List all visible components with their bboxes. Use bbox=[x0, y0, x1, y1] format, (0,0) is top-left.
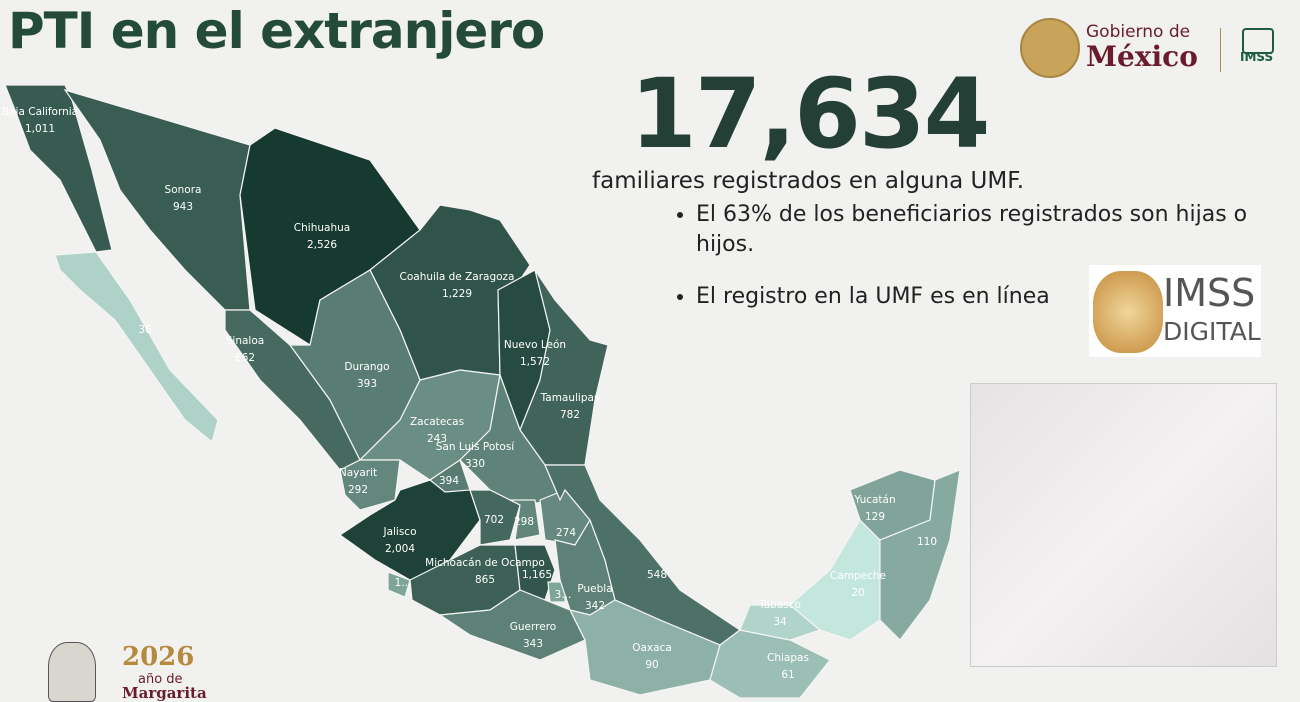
state-name: Sonora bbox=[165, 184, 202, 196]
map: Baja California 1,011 36 Sonora 943 Chihuahua… bbox=[2, 84, 961, 699]
state-name: Puebla bbox=[577, 583, 612, 595]
caption: familiares registrados en alguna UMF. bbox=[592, 168, 1025, 194]
state-name: Nuevo León bbox=[504, 339, 566, 351]
state-value: 3... bbox=[555, 589, 572, 601]
state-value: 20 bbox=[851, 587, 864, 599]
state-value: 342 bbox=[585, 600, 605, 612]
state-name: Oaxaca bbox=[632, 642, 672, 654]
logo-main: México bbox=[1086, 40, 1198, 73]
state-name: Yucatán bbox=[853, 494, 895, 506]
state bbox=[509, 499, 541, 541]
state bbox=[879, 469, 961, 641]
imss-icon bbox=[1242, 28, 1274, 54]
state-name: Tabasco bbox=[758, 599, 801, 611]
state-value: 1... bbox=[395, 577, 412, 589]
imss-logo: IMSS bbox=[1240, 50, 1274, 64]
total: 17,634 bbox=[630, 58, 990, 170]
state-value: 548 bbox=[647, 569, 667, 581]
footer-text: año de bbox=[138, 672, 183, 687]
state-name: San Luis Potosí bbox=[436, 441, 516, 453]
badge-line: DIGITAL bbox=[1163, 317, 1261, 346]
state-name: Coahuila de Zaragoza bbox=[400, 271, 515, 283]
state-name: Guerrero bbox=[510, 621, 556, 633]
state-value: 1,165 bbox=[522, 569, 552, 581]
state-value: 90 bbox=[645, 659, 658, 671]
state-name: Chihuahua bbox=[294, 222, 350, 234]
decorative-panel bbox=[970, 383, 1277, 667]
state-value: 243 bbox=[427, 433, 447, 445]
state-value: 343 bbox=[523, 638, 543, 650]
state-value: 2,004 bbox=[385, 543, 415, 555]
state-value: 1,572 bbox=[520, 356, 550, 368]
state-name: Tamaulipas bbox=[540, 392, 600, 404]
state-name: Baja California bbox=[2, 106, 78, 118]
state bbox=[469, 489, 521, 546]
state-value: 110 bbox=[917, 536, 937, 548]
logo-top: Gobierno de bbox=[1086, 22, 1191, 42]
bullet: El registro en la UMF es en línea bbox=[696, 282, 1296, 312]
state-value: 298 bbox=[514, 516, 534, 528]
state bbox=[709, 629, 831, 699]
state-name: Durango bbox=[344, 361, 389, 373]
footer-logo: 2026 año de Margarita bbox=[40, 640, 240, 702]
state bbox=[547, 581, 566, 603]
state-value: 274 bbox=[556, 527, 576, 539]
separator bbox=[1220, 28, 1221, 72]
state-value: 34 bbox=[773, 616, 787, 628]
seal bbox=[1020, 18, 1080, 78]
state-value: 943 bbox=[173, 201, 193, 213]
state-value: 782 bbox=[560, 409, 580, 421]
state-value: 865 bbox=[475, 574, 495, 586]
state-value: 292 bbox=[348, 484, 368, 496]
fingerprint bbox=[1093, 271, 1163, 353]
state-value: 662 bbox=[235, 352, 255, 364]
state-value: 2,526 bbox=[307, 239, 337, 251]
portrait bbox=[48, 642, 96, 702]
state-name: Nayarit bbox=[339, 467, 377, 479]
bullet: El 63% de los beneficiarios registrados … bbox=[696, 200, 1296, 260]
state-value: 702 bbox=[484, 514, 504, 526]
state-value: 1,229 bbox=[442, 288, 472, 300]
bullet-list: El 63% de los beneficiarios registrados … bbox=[660, 200, 1296, 334]
state bbox=[568, 599, 721, 696]
state-name: Michoacán de Ocampo bbox=[425, 557, 545, 569]
state-value: 129 bbox=[865, 511, 885, 523]
state-name: Jalisco bbox=[382, 526, 416, 538]
state-name: Zacatecas bbox=[410, 416, 464, 428]
state-name: Campeche bbox=[830, 570, 886, 582]
year: 2026 bbox=[122, 642, 195, 672]
state-name: Sinaloa bbox=[226, 335, 264, 347]
state bbox=[54, 251, 219, 444]
state-value: 61 bbox=[781, 669, 794, 681]
footer-text: Margarita bbox=[122, 684, 207, 702]
state-value: 36 bbox=[138, 324, 152, 336]
state-value: 394 bbox=[439, 475, 459, 487]
slide-title: PTI en el extranjero bbox=[8, 2, 545, 60]
state-name: Chiapas bbox=[767, 652, 809, 664]
imss-digital-badge: IMSS DIGITAL bbox=[1089, 265, 1261, 357]
state-value: 393 bbox=[357, 378, 377, 390]
state-value: 1,011 bbox=[25, 123, 55, 135]
state-value: 330 bbox=[465, 458, 485, 470]
government-logo: Gobierno de México IMSS bbox=[1020, 18, 1280, 78]
state bbox=[387, 571, 411, 598]
badge-line: IMSS bbox=[1163, 271, 1256, 315]
